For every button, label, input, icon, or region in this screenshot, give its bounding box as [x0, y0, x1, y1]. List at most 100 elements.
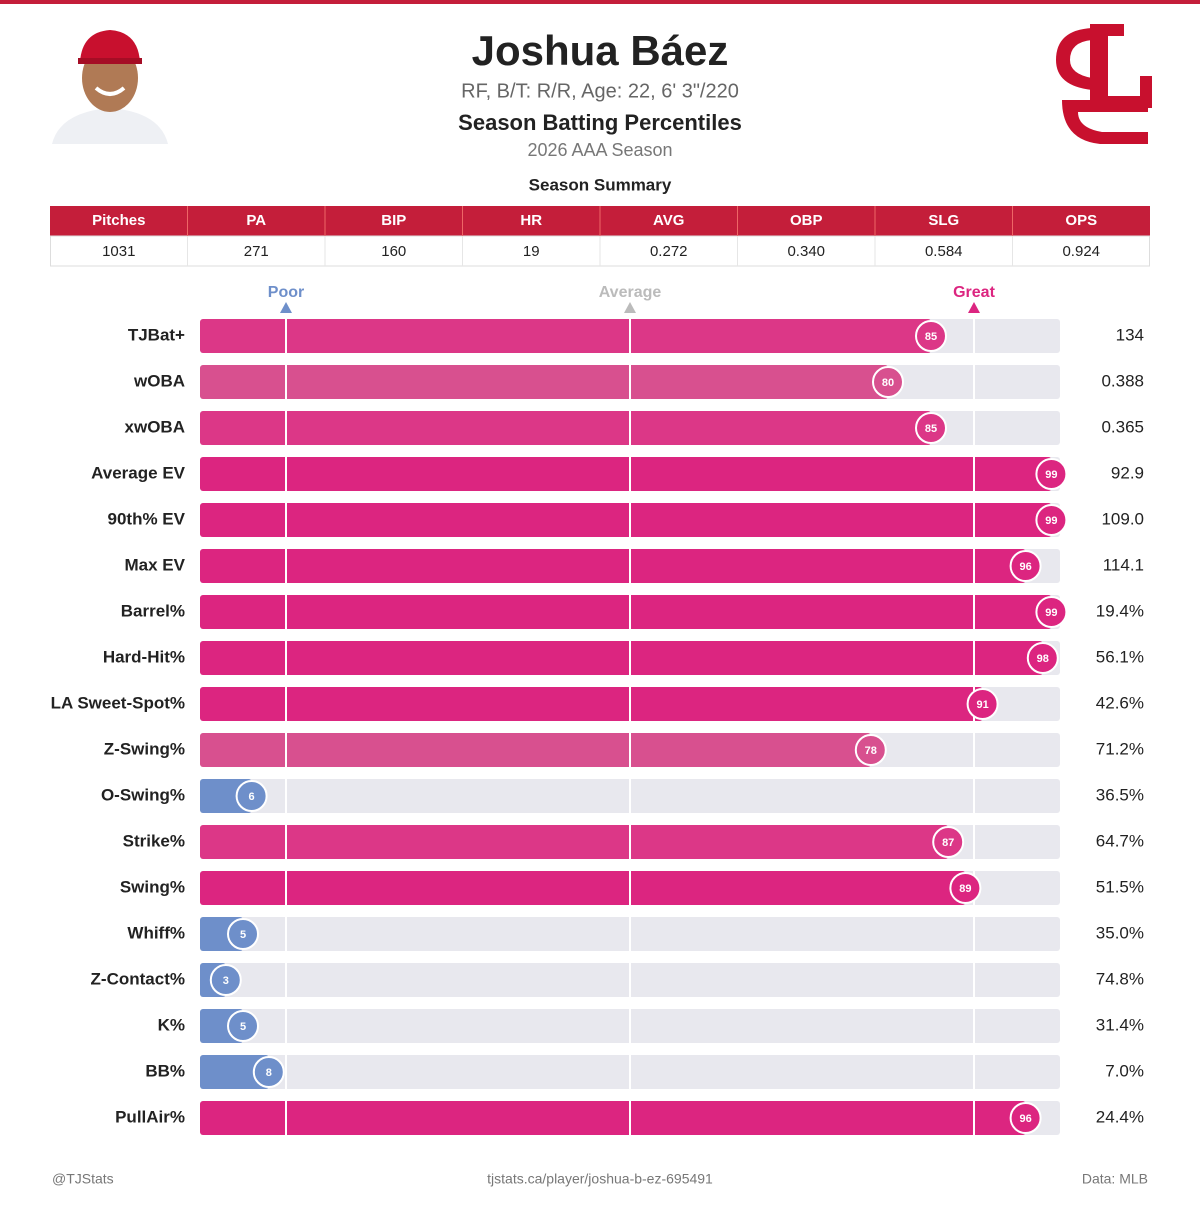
footer-center: tjstats.ca/player/joshua-b-ez-695491 — [487, 1171, 713, 1187]
bar — [200, 1055, 269, 1089]
table-header: SLG — [928, 212, 959, 229]
table-header: OPS — [1065, 212, 1097, 229]
row-label: Average EV — [91, 463, 186, 482]
row-label: Swing% — [120, 877, 185, 896]
table-cell: 19 — [523, 243, 540, 260]
row-label: PullAir% — [115, 1107, 185, 1126]
stat-value: 24.4% — [1096, 1107, 1144, 1126]
bar — [200, 687, 983, 721]
stat-value: 71.2% — [1096, 739, 1144, 758]
stat-value: 19.4% — [1096, 601, 1144, 620]
player-photo — [50, 28, 170, 144]
row-label: 90th% EV — [108, 509, 186, 528]
table-header: BIP — [381, 212, 406, 229]
percentile-marker — [854, 734, 887, 766]
player-name: Joshua Báez — [472, 27, 729, 74]
bar — [200, 733, 871, 767]
percentile-label: 87 — [942, 837, 954, 849]
percentile-marker — [227, 1010, 259, 1042]
row-label: TJBat+ — [128, 325, 185, 344]
table-header: HR — [520, 212, 542, 229]
summary-title: Season Summary — [529, 175, 672, 194]
row-label: xwOBA — [125, 417, 185, 436]
table-cell: 0.272 — [650, 243, 688, 260]
stat-value: 51.5% — [1096, 877, 1144, 896]
stat-value: 0.388 — [1101, 371, 1144, 390]
top-border — [0, 0, 1200, 4]
stat-value: 35.0% — [1096, 923, 1144, 942]
bar — [200, 411, 931, 445]
percentile-marker — [1009, 1102, 1042, 1134]
bar — [200, 595, 1052, 629]
table-cell: 271 — [244, 243, 269, 260]
percentile-marker — [872, 366, 904, 398]
season: 2026 AAA Season — [527, 140, 672, 160]
percentile-label: 5 — [240, 1021, 246, 1033]
table-header: Pitches — [92, 212, 145, 229]
team-logo — [1056, 24, 1152, 144]
stat-value: 56.1% — [1096, 647, 1144, 666]
percentile-label: 98 — [1037, 653, 1049, 665]
table-cell: 160 — [381, 243, 406, 260]
bar — [200, 641, 1043, 675]
percentile-label: 99 — [1045, 469, 1057, 481]
percentile-marker — [227, 918, 259, 950]
stat-value: 109.0 — [1101, 509, 1144, 528]
percentile-label: 78 — [865, 745, 877, 757]
row-label: Barrel% — [121, 601, 185, 620]
stat-value: 114.1 — [1103, 555, 1144, 574]
row-label: Z-Contact% — [91, 969, 185, 988]
stat-value: 134 — [1116, 325, 1144, 344]
percentile-marker — [252, 1056, 285, 1088]
row-label: BB% — [145, 1061, 185, 1080]
row-label: Strike% — [123, 831, 185, 850]
row-label: Z-Swing% — [104, 739, 185, 758]
footer-left: @TJStats — [52, 1171, 114, 1187]
tick-marker — [968, 302, 980, 313]
row-label: Max EV — [125, 555, 186, 574]
stat-value: 36.5% — [1096, 785, 1144, 804]
percentile-marker — [1035, 458, 1068, 490]
player-bio: RF, B/T: R/R, Age: 22, 6' 3"/220 — [461, 80, 739, 102]
percentile-chart: TJBat+ 134 wOBA 0.388 xwOBA 0.365 Average EV 92… — [51, 284, 1144, 1135]
percentile-marker — [949, 872, 982, 904]
percentile-marker — [1026, 642, 1059, 674]
stat-value: 64.7% — [1096, 831, 1144, 850]
percentile-label: 80 — [882, 377, 894, 389]
percentile-label: 99 — [1045, 607, 1057, 619]
percentile-marker — [966, 688, 999, 720]
row-label: Whiff% — [127, 923, 185, 942]
percentile-marker — [1035, 596, 1068, 628]
bar — [200, 549, 1026, 583]
table-header: PA — [246, 212, 266, 229]
percentile-label: 91 — [976, 699, 988, 711]
chart-subtitle: Season Batting Percentiles — [458, 110, 742, 135]
stat-value: 31.4% — [1096, 1015, 1144, 1034]
stat-value: 42.6% — [1096, 693, 1144, 712]
percentile-label: 96 — [1019, 1113, 1031, 1125]
stat-value: 0.365 — [1101, 417, 1144, 436]
percentile-label: 6 — [249, 791, 255, 803]
percentile-marker — [1009, 550, 1042, 582]
tick-marker — [280, 302, 292, 313]
row-label: K% — [158, 1015, 185, 1034]
x-tick-label: Great — [953, 284, 995, 301]
x-tick-label: Poor — [268, 284, 304, 301]
percentile-marker — [209, 964, 242, 996]
percentile-label: 5 — [240, 929, 246, 941]
percentile-label: 3 — [223, 975, 229, 987]
percentile-marker — [915, 320, 947, 352]
percentile-marker — [235, 780, 268, 812]
stat-value: 7.0% — [1105, 1061, 1144, 1080]
percentile-label: 8 — [266, 1067, 272, 1079]
table-header: AVG — [653, 212, 684, 229]
stat-value: 74.8% — [1096, 969, 1144, 988]
stat-value: 92.9 — [1111, 463, 1144, 482]
summary-table: Pitches 1031 PA 271 BIP 160 HR 19 AVG 0.272 OBP 0.3… — [50, 206, 1150, 267]
table-cell: 0.924 — [1062, 243, 1100, 260]
row-label: O-Swing% — [101, 785, 185, 804]
row-label: wOBA — [133, 371, 185, 390]
percentile-label: 85 — [925, 331, 937, 343]
percentile-marker — [1035, 504, 1068, 536]
